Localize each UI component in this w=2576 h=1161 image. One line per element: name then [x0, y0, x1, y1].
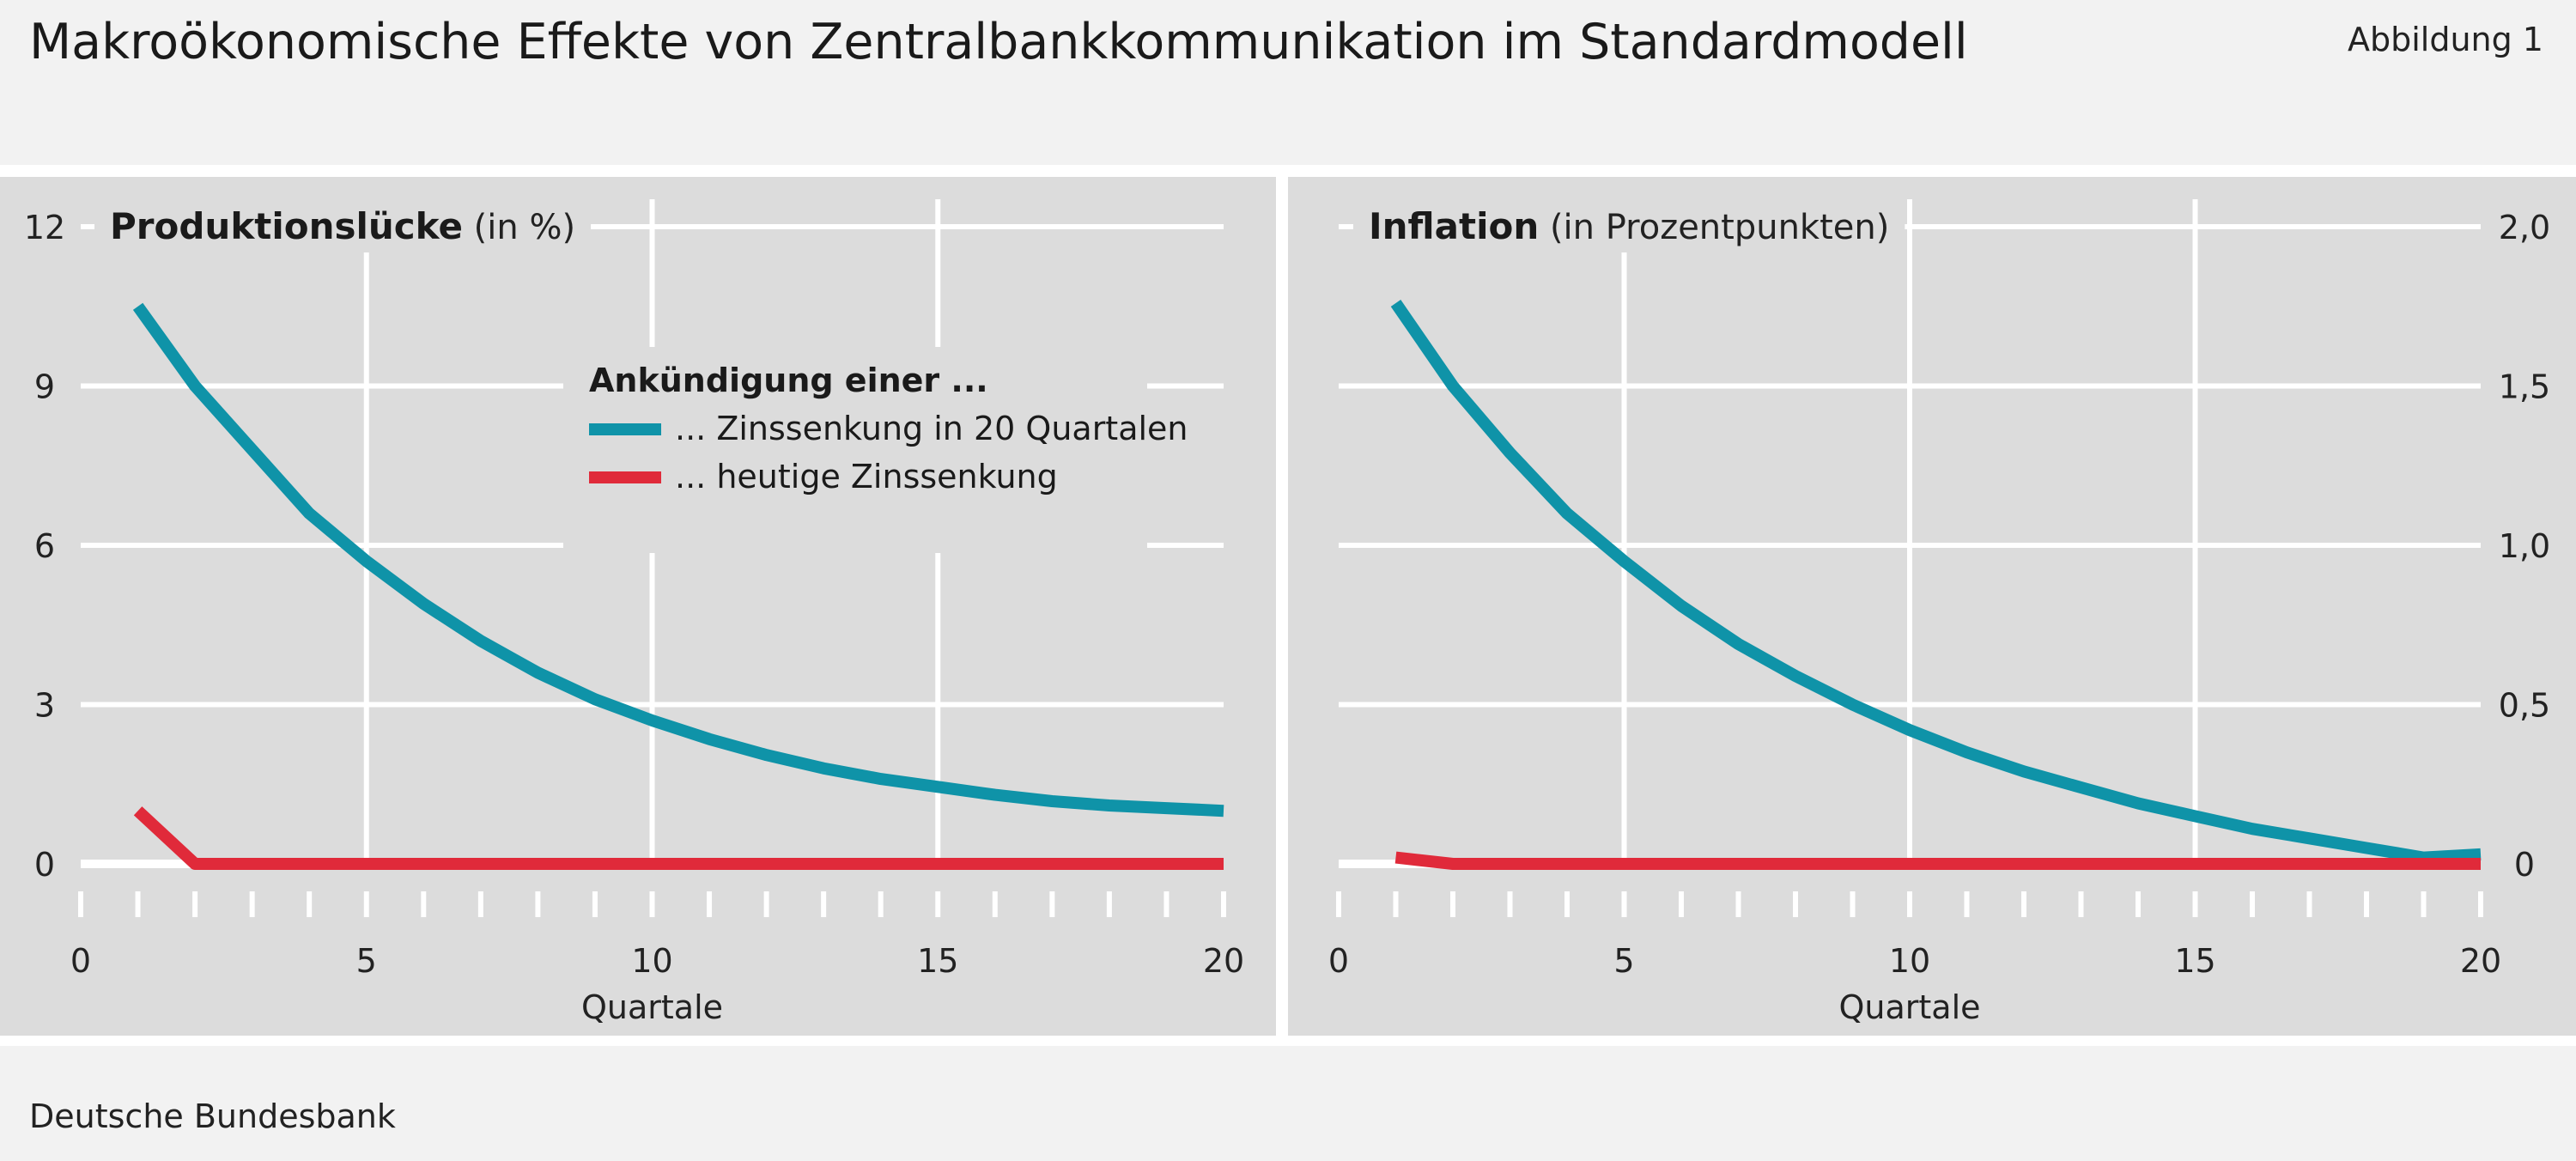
panel-2-ytick-label-1: 0,5 [2499, 687, 2550, 725]
panel-2-ytick-label-0: 0 [2514, 846, 2535, 884]
panel-1-ytick-label-0: 0 [34, 846, 55, 884]
panel-1-title-backdrop [94, 199, 592, 252]
figure-title: Makroökonomische Effekte von Zentralbank… [29, 14, 1968, 70]
panel-1-series-2-line [133, 806, 1224, 870]
panel-1-ytick-label-4: 12 [24, 209, 65, 246]
panel-1-xtick-label-1: 5 [356, 942, 377, 980]
legend-label-2: ... heutige Zinssenkung [675, 458, 1058, 495]
panel-2-background [1288, 177, 2576, 1036]
panel-2-xtick-label-2: 10 [1889, 942, 1930, 980]
panel-1-xtick-label-2: 10 [631, 942, 672, 980]
panel-1-ytick-label-2: 6 [34, 527, 55, 565]
panel-2-xtick-label-1: 5 [1613, 942, 1634, 980]
legend-title: Ankündigung einer ... [589, 362, 988, 399]
panel-1-x-axis-label: Quartale [581, 988, 723, 1026]
panel-1-xtick-label-3: 15 [917, 942, 958, 980]
panel-1-xtick-label-4: 20 [1203, 942, 1244, 980]
panel-1-ytick-label-3: 9 [34, 368, 55, 406]
panel-1-xtick-label-0: 0 [70, 942, 91, 980]
panel-2-title-unit: (in Prozentpunkten) [1539, 208, 1889, 247]
panel-1-background [0, 177, 1276, 1036]
source-note: Deutsche Bundesbank [29, 1097, 396, 1135]
panel-2-series-2-line [1394, 851, 2481, 870]
panel-1-title-unit: (in %) [463, 208, 575, 247]
panel-2-ytick-label-2: 1,0 [2499, 527, 2550, 565]
panel-2-xtick-label-3: 15 [2174, 942, 2215, 980]
panel-2-title-backdrop [1353, 199, 1905, 252]
panel-2-ytick-label-3: 1,5 [2499, 368, 2550, 406]
panel-1-series-1-line [132, 302, 1224, 818]
panel-2-title: Inflation (in Prozentpunkten) [1369, 205, 1889, 247]
chart-svg: 0 5 10 15 20 Quartale 0 3 6 9 12 Produktionslücke (… [0, 177, 2576, 1036]
chart-panels: 0 5 10 15 20 Quartale 0 3 6 9 12 Produktionslücke (… [0, 165, 2576, 1046]
panel-2-series-1-line [1390, 300, 2482, 864]
panel-2-xtick-label-4: 20 [2460, 942, 2501, 980]
panel-2-x-axis-label: Quartale [1838, 988, 1980, 1026]
panel-1-title: Produktionslücke (in %) [110, 205, 575, 247]
panel-1-ytick-label-1: 3 [34, 687, 55, 725]
panel-1-title-main: Produktionslücke [110, 205, 463, 247]
panel-2-ytick-label-4: 2,0 [2499, 209, 2550, 246]
panel-2-xtick-label-0: 0 [1328, 942, 1349, 980]
figure-number: Abbildung 1 [2347, 21, 2543, 58]
legend-backdrop [563, 347, 1147, 553]
legend-label-1: ... Zinssenkung in 20 Quartalen [675, 410, 1188, 447]
panel-2-title-main: Inflation [1369, 205, 1539, 247]
